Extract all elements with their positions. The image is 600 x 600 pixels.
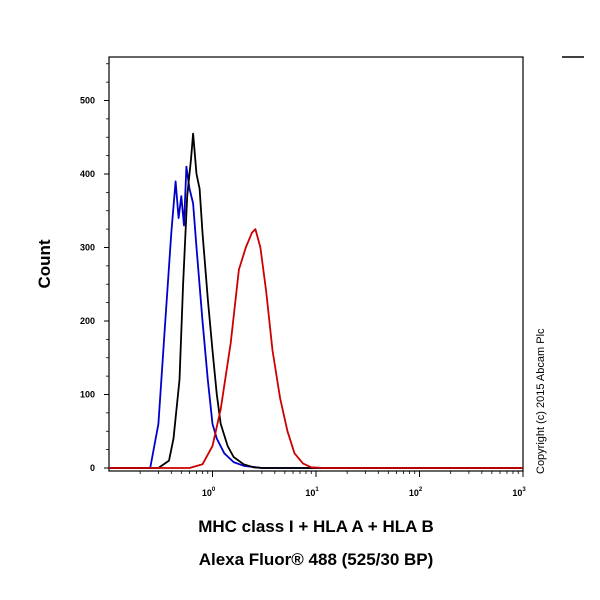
y-tick-label: 300 [80, 243, 95, 253]
copyright-text: Copyright (c) 2015 Abcam Plc [535, 328, 547, 474]
histogram-series [109, 132, 523, 469]
y-tick-label: 100 [80, 390, 95, 400]
y-tick-label: 400 [80, 169, 95, 179]
x-tick-label: 102 [409, 487, 423, 498]
x-tick-label: 101 [305, 487, 319, 498]
series-line-1 [109, 132, 523, 469]
y-tick-label: 500 [80, 96, 95, 106]
y-tick-label: 200 [80, 316, 95, 326]
y-axis-ticks: 0 100 200 300 400 500 [80, 63, 109, 473]
series-line-0 [109, 165, 523, 469]
y-tick-label: 0 [90, 463, 95, 473]
x-tick-label: 103 [512, 487, 526, 498]
x-axis-ticks: 100 101 102 103 [139, 471, 526, 498]
y-axis-label: Count [35, 239, 54, 288]
x-axis-label-line2: Alexa Fluor® 488 (525/30 BP) [199, 550, 434, 569]
series-line-2 [109, 228, 523, 469]
x-axis-label-line1: MHC class I + HLA A + HLA B [198, 517, 434, 536]
x-tick-label: 100 [202, 487, 216, 498]
plot-frame [108, 56, 524, 472]
